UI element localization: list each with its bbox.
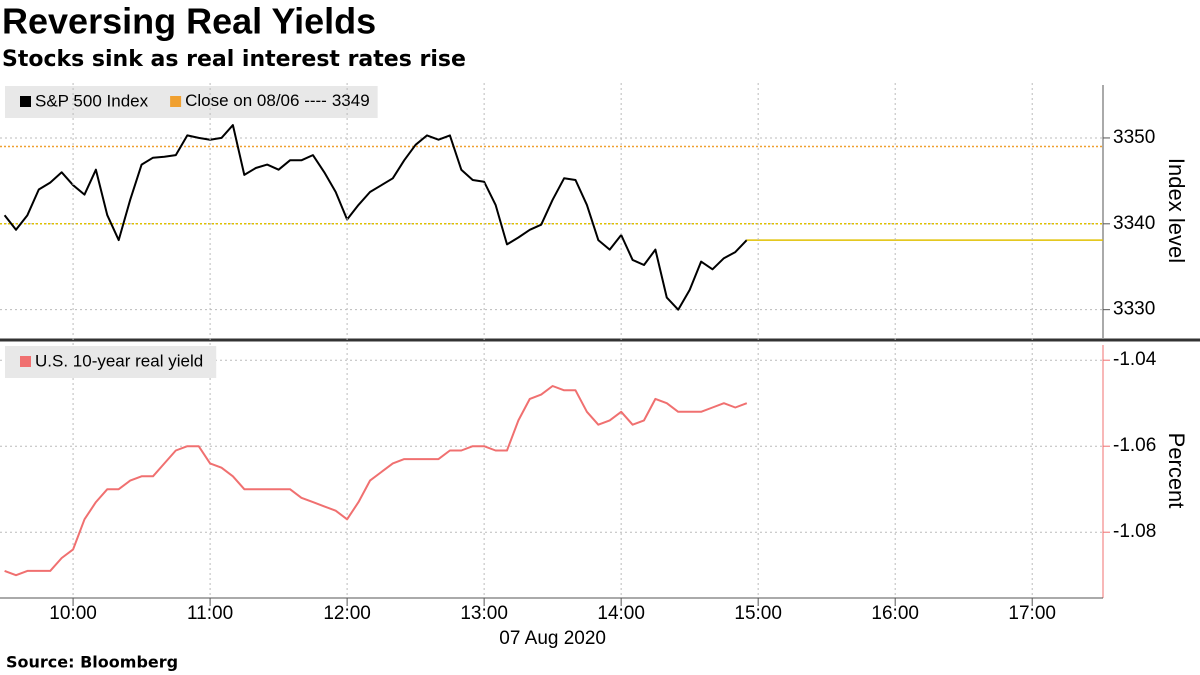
chart-title: Reversing Real Yields: [2, 1, 376, 42]
x-tick-label: 15:00: [734, 603, 782, 624]
x-tick-label: 11:00: [187, 603, 233, 624]
legend-value: 3349: [332, 91, 370, 110]
legend-swatch: [170, 96, 182, 107]
y-tick-label: 3330: [1113, 299, 1155, 320]
legend: S&P 500 Index Close on 08/06 ---- 3349: [5, 86, 378, 118]
legend-swatch: [20, 96, 31, 107]
chart-subtitle: Stocks sink as real interest rates rise: [2, 47, 466, 72]
series-line: [4, 385, 748, 577]
legend-label-text: Close on 08/06 ----: [185, 91, 327, 110]
y-axis-label: Percent: [1164, 433, 1189, 509]
y-tick-label: -1.06: [1113, 435, 1156, 456]
x-axis-label: 07 Aug 2020: [499, 628, 606, 649]
x-tick-label: 16:00: [871, 603, 919, 624]
legend-background: [5, 86, 378, 118]
legend-label: U.S. 10-year real yield: [35, 351, 203, 370]
series-line: [3, 124, 748, 311]
legend-label: S&P 500 Index: [35, 91, 149, 110]
legend-swatch: [20, 356, 31, 367]
y-tick-label: 3340: [1113, 213, 1155, 234]
legend: U.S. 10-year real yield: [5, 346, 217, 378]
x-tick-label: 10:00: [49, 603, 97, 624]
y-tick-label: -1.08: [1113, 521, 1156, 542]
legend-label: Close on 08/06 ---- 3349: [185, 91, 370, 110]
y-tick-label: 3350: [1113, 127, 1155, 148]
x-tick-label: 12:00: [323, 603, 371, 624]
legend-background: [5, 346, 217, 378]
x-tick-label: 17:00: [1008, 603, 1056, 624]
y-tick-label: -1.04: [1113, 349, 1157, 370]
y-axis-label: Index level: [1164, 158, 1189, 263]
source: Source: Bloomberg: [6, 653, 178, 672]
x-tick-label: 14:00: [597, 603, 645, 624]
x-tick-label: 13:00: [460, 603, 508, 624]
